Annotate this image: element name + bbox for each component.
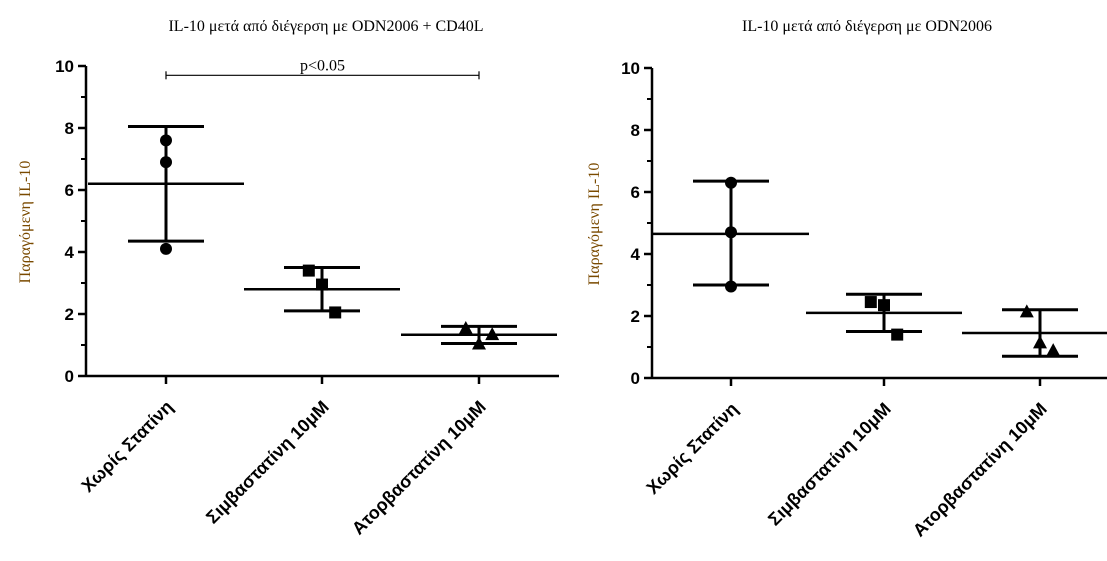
data-point-circle bbox=[160, 242, 172, 255]
y-tick-label: 10 bbox=[621, 59, 640, 78]
data-point-square bbox=[891, 328, 904, 341]
data-point-square bbox=[329, 306, 342, 319]
plot-area: 0 2 4 6 8 10 Χωρίς Στατίνη Σιμβαστατίνη 10μΜ Ατο… bbox=[55, 57, 559, 539]
y-tick-label: 4 bbox=[65, 243, 75, 262]
data-point-triangle bbox=[485, 327, 500, 341]
chart-panel-left: IL-10 μετά από διέγερση με ODN2006 + CD4… bbox=[17, 18, 559, 539]
y-tick-label: 8 bbox=[65, 119, 74, 138]
y-axis-label: Παραγόμενη IL-10 bbox=[586, 163, 603, 286]
y-tick-label: 2 bbox=[631, 307, 640, 326]
data-point-square bbox=[878, 299, 890, 312]
x-tick-label: Σιμβαστατίνη 10μΜ bbox=[202, 397, 333, 528]
y-tick-label: 10 bbox=[55, 57, 74, 76]
y-tick-label: 2 bbox=[65, 305, 74, 324]
chart-title: IL-10 μετά από διέγερση με ODN2006 bbox=[742, 18, 992, 35]
x-tick-label: Ατορβαστατίνη 10μΜ bbox=[348, 397, 490, 539]
data-point-triangle bbox=[1046, 343, 1061, 357]
y-tick-label: 6 bbox=[631, 183, 640, 202]
data-point-triangle bbox=[472, 336, 486, 350]
y-tick-label: 4 bbox=[631, 245, 641, 264]
data-point-circle bbox=[725, 226, 737, 239]
data-point-circle bbox=[160, 156, 172, 169]
y-tick-label: 0 bbox=[65, 367, 74, 386]
chart-panel-right: IL-10 μετά από διέγερση με ODN2006 Παραγ… bbox=[586, 18, 1107, 541]
x-tick-label: Σιμβαστατίνη 10μΜ bbox=[764, 399, 895, 530]
data-point-square bbox=[316, 278, 328, 291]
x-tick-label: Ατορβαστατίνη 10μΜ bbox=[909, 399, 1051, 541]
data-point-triangle bbox=[1019, 304, 1034, 318]
y-tick-label: 0 bbox=[631, 369, 640, 388]
significance-label: p<0.05 bbox=[300, 57, 345, 74]
plot-area: 0 2 4 6 8 10 Χωρίς Στατίνη Σιμβαστατίνη 10μΜ Ατο… bbox=[621, 59, 1107, 541]
y-axis-label: Παραγόμενη IL-10 bbox=[17, 161, 34, 284]
data-point-square bbox=[864, 296, 877, 309]
x-tick-label: Χωρίς Στατίνη bbox=[77, 397, 176, 496]
x-tick-label: Χωρίς Στατίνη bbox=[642, 399, 741, 498]
data-point-circle bbox=[725, 280, 737, 293]
data-point-square bbox=[302, 264, 315, 277]
y-tick-label: 8 bbox=[631, 121, 640, 140]
data-point-triangle bbox=[458, 320, 473, 334]
data-point-circle bbox=[160, 134, 172, 147]
data-point-triangle bbox=[1033, 335, 1047, 349]
chart-title: IL-10 μετά από διέγερση με ODN2006 + CD4… bbox=[168, 18, 483, 35]
data-point-circle bbox=[725, 176, 737, 189]
y-tick-label: 6 bbox=[65, 181, 74, 200]
